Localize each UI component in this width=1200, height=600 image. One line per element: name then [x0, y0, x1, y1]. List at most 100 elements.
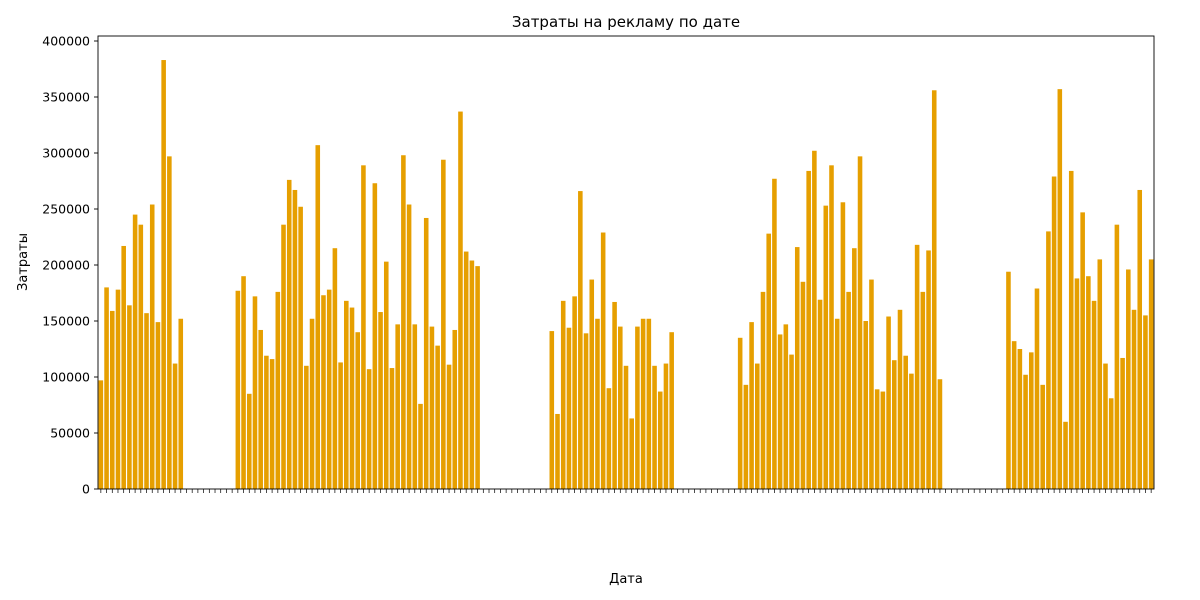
bar: [834, 318, 840, 489]
bar: [737, 337, 743, 489]
bar: [121, 245, 126, 489]
chart-title: Затраты на рекламу по дате: [512, 13, 740, 31]
y-tick-label: 350000: [42, 90, 90, 105]
plot-frame: [97, 35, 1155, 490]
bar: [286, 179, 292, 489]
bar: [874, 389, 880, 489]
bar: [743, 384, 749, 489]
bar: [361, 165, 366, 489]
bar: [1068, 170, 1074, 490]
bar: [1046, 231, 1051, 489]
bar: [612, 301, 617, 489]
bar: [1063, 421, 1068, 489]
bar: [549, 331, 555, 489]
bar: [475, 266, 480, 489]
bar: [435, 345, 440, 489]
bar: [629, 418, 634, 489]
bar: [618, 326, 623, 489]
bar: [172, 363, 178, 489]
bar: [931, 90, 937, 489]
bar: [1108, 398, 1114, 489]
bar: [304, 365, 309, 489]
bar: [1034, 288, 1040, 489]
bar: [1131, 309, 1137, 489]
bar: [1040, 384, 1045, 489]
bar: [446, 364, 452, 489]
bar: [578, 191, 583, 489]
bar: [309, 318, 315, 489]
bar: [1086, 276, 1091, 489]
bar: [903, 355, 908, 489]
bar: [423, 217, 429, 489]
y-tick-label: 100000: [42, 370, 90, 385]
bar: [258, 329, 263, 489]
bar: [566, 327, 572, 489]
bar: [1028, 352, 1034, 489]
bar: [600, 232, 606, 489]
bar: [1143, 315, 1148, 489]
bar: [161, 60, 166, 489]
y-axis-label: Затраты: [16, 233, 31, 291]
y-tick-label: 300000: [42, 146, 90, 161]
bar: [1006, 271, 1011, 489]
bar: [886, 316, 891, 489]
bar: [344, 300, 349, 489]
bars-group: [98, 60, 1154, 490]
bar: [766, 233, 771, 489]
bar: [1011, 341, 1017, 489]
bar: [669, 332, 674, 489]
y-tick-label: 250000: [42, 202, 90, 217]
bar: [1097, 259, 1103, 489]
bar: [572, 296, 577, 489]
x-axis: [100, 489, 1152, 493]
bar: [389, 368, 395, 489]
bar: [1051, 176, 1057, 489]
bar: [235, 290, 241, 489]
bar: [909, 373, 914, 489]
bar: [880, 391, 886, 489]
bar: [863, 321, 869, 489]
bar: [269, 359, 275, 489]
bar: [937, 379, 943, 489]
bar: [109, 310, 115, 489]
bar: [246, 393, 252, 489]
bar: [623, 365, 629, 489]
bar: [167, 156, 172, 490]
bar: [555, 413, 560, 489]
bar: [338, 362, 343, 489]
bar: [1126, 269, 1131, 489]
bar: [829, 165, 834, 489]
bar: [241, 276, 246, 489]
bar: [777, 334, 783, 489]
bar: [1074, 278, 1080, 489]
bar: [1023, 374, 1028, 489]
bar: [127, 305, 132, 489]
bar: [292, 189, 298, 489]
bar: [892, 360, 897, 489]
bar: [1148, 259, 1154, 489]
bar: [366, 369, 372, 489]
bar: [772, 178, 777, 489]
bar: [914, 244, 920, 489]
bar: [429, 326, 435, 489]
bar: [326, 289, 332, 489]
bar: [560, 300, 566, 489]
bar: [178, 318, 184, 489]
bar: [321, 295, 326, 489]
x-axis-label: Дата: [609, 572, 643, 587]
bar: [897, 309, 903, 489]
bar: [794, 247, 800, 489]
bar: [595, 318, 600, 489]
bar: [1017, 349, 1023, 489]
bar: [646, 318, 652, 489]
bar: [789, 354, 794, 489]
bar: [275, 291, 281, 489]
bar: [383, 261, 389, 489]
bar: [755, 363, 760, 489]
bar: [378, 312, 383, 489]
bar: [1137, 189, 1143, 489]
bar: [857, 156, 863, 490]
bar: [298, 206, 303, 489]
